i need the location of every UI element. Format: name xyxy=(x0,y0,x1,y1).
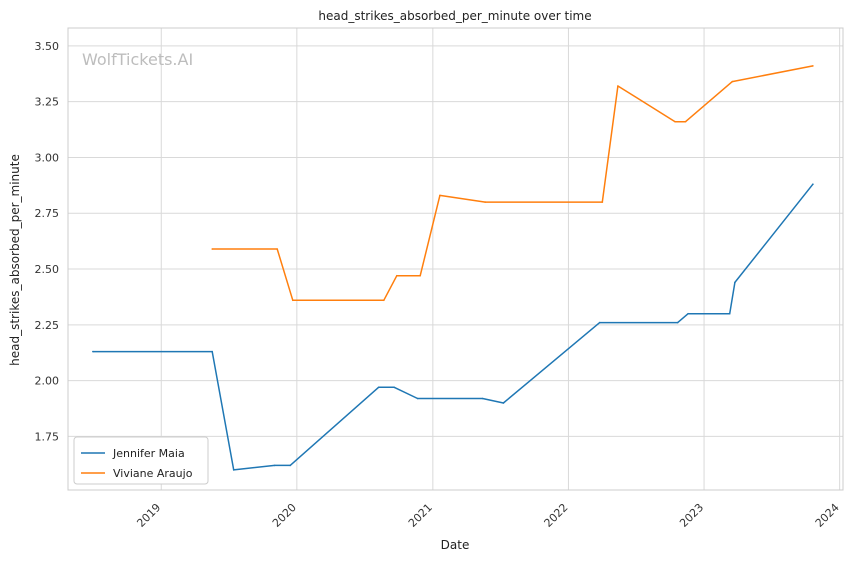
data-point xyxy=(502,402,505,404)
y-tick-label: 2.50 xyxy=(35,263,60,276)
data-point xyxy=(676,321,679,324)
x-tick-label: 2022 xyxy=(542,501,571,530)
data-point xyxy=(601,201,604,203)
data-point xyxy=(416,397,419,400)
data-point xyxy=(419,274,422,277)
y-tick-label: 3.25 xyxy=(35,96,60,109)
grid xyxy=(68,28,843,490)
legend-label-viviane-araujo: Viviane Araujo xyxy=(113,467,193,480)
y-tick-label: 2.75 xyxy=(35,207,60,220)
data-point xyxy=(92,350,94,353)
series-group xyxy=(92,65,814,471)
x-axis-label: Date xyxy=(441,538,470,552)
y-tick-label: 2.00 xyxy=(35,375,60,388)
data-point xyxy=(674,120,676,123)
legend: Jennifer Maia Viviane Araujo xyxy=(73,436,209,485)
x-tick-label: 2024 xyxy=(813,501,842,530)
y-tick-labels: 1.75 2.00 2.25 2.50 2.75 3.00 3.25 3.50 xyxy=(35,40,60,444)
data-point xyxy=(232,469,235,471)
data-point xyxy=(812,183,814,185)
data-point xyxy=(377,386,380,389)
y-axis-label: head_strikes_absorbed_per_minute xyxy=(8,154,22,366)
data-point xyxy=(211,350,213,353)
data-point xyxy=(684,120,687,123)
data-point xyxy=(439,194,441,197)
data-point xyxy=(617,85,619,87)
data-point xyxy=(484,201,487,203)
data-point xyxy=(396,274,398,277)
series-line-viviane-araujo xyxy=(212,65,814,302)
legend-label-jennifer-maia: Jennifer Maia xyxy=(112,447,185,460)
y-tick-label: 3.00 xyxy=(35,151,60,164)
y-tick-label: 2.25 xyxy=(35,319,60,332)
data-point xyxy=(734,281,736,284)
x-tick-label: 2023 xyxy=(677,501,706,530)
data-point xyxy=(211,248,213,250)
plot-area-frame xyxy=(67,27,844,491)
data-point xyxy=(393,386,396,389)
y-tick-label: 3.50 xyxy=(35,40,60,53)
watermark: WolfTickets.AI xyxy=(82,50,193,69)
data-point xyxy=(731,80,734,83)
x-tick-label: 2021 xyxy=(406,501,435,530)
data-point xyxy=(276,248,279,250)
x-tick-label: 2019 xyxy=(134,501,163,530)
chart-title: head_strikes_absorbed_per_minute over ti… xyxy=(318,9,591,23)
x-tick-label: 2020 xyxy=(270,501,299,530)
data-point xyxy=(598,321,601,324)
x-tick-labels: 2019 2020 2021 2022 2023 2024 xyxy=(134,501,841,530)
legend-box xyxy=(73,436,209,485)
data-point xyxy=(289,464,292,467)
data-point xyxy=(383,299,385,302)
data-point xyxy=(728,312,731,315)
series-line-jennifer-maia xyxy=(92,183,814,471)
data-point xyxy=(273,464,276,467)
data-point xyxy=(687,312,689,315)
data-point xyxy=(481,397,484,400)
y-tick-label: 1.75 xyxy=(35,430,60,443)
data-point xyxy=(812,65,814,67)
data-point xyxy=(292,299,294,302)
